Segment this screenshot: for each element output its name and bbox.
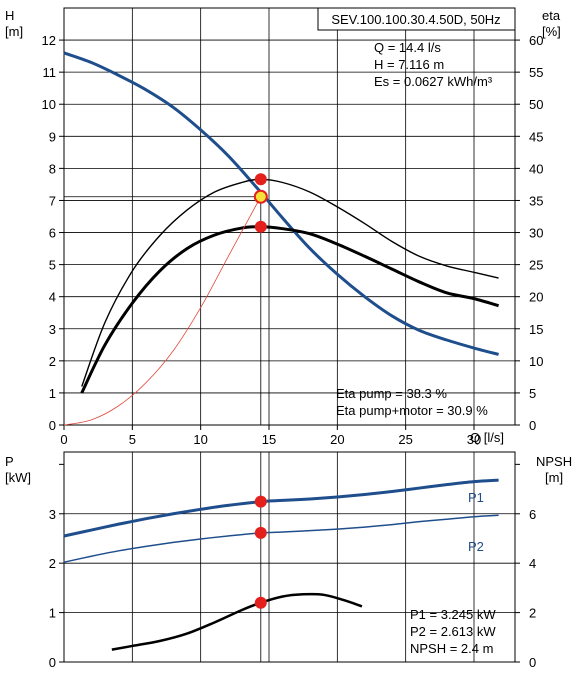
p-axis-label-top: P	[5, 454, 14, 469]
series-label-p1: P1	[468, 490, 484, 505]
y-right-tick-label: 30	[529, 226, 543, 241]
series-line-eta-ref	[63, 196, 262, 426]
annotation-q: Q = 14.4 l/s	[374, 40, 441, 55]
y-left-tick-label: 1	[49, 386, 56, 401]
y-left-label-top: H	[5, 8, 14, 23]
y-left-tick-label: 3	[49, 322, 56, 337]
top-grid	[64, 8, 515, 425]
y-left-tick-label: 11	[43, 65, 57, 80]
npsh-axis-label-bottom: [m]	[545, 470, 563, 485]
annotation-p2: P2 = 2.613 kW	[410, 624, 496, 639]
y-right-tick-label: 35	[529, 193, 543, 208]
bottom-markers	[254, 495, 267, 609]
title-box	[317, 7, 516, 31]
y-left-label-bottom: [m]	[5, 24, 23, 39]
data-point-marker	[254, 526, 267, 539]
series-label-p2: P2	[468, 539, 484, 554]
series-line-eta-pump-motor	[80, 225, 500, 394]
y-right-label-bottom: [%]	[542, 24, 561, 39]
y-right-tick-label: 2	[529, 606, 536, 621]
y-left-tick-label: 6	[49, 226, 56, 241]
chart-title: SEV.100.100.30.4.50D, 50Hz	[331, 12, 500, 27]
y-right-tick-label: 10	[529, 354, 543, 369]
y-left-tick-label: 0	[49, 655, 56, 670]
y-right-tick-label: 20	[529, 290, 543, 305]
series-line-npsh	[111, 592, 363, 651]
y-left-tick-label: 4	[49, 290, 56, 305]
annotation-h: H = 7.116 m	[374, 57, 444, 72]
y-left-tick-label: 9	[49, 129, 56, 144]
x-tick-label: 25	[398, 432, 412, 447]
annotation-npsh: NPSH = 2.4 m	[410, 641, 493, 656]
x-tick-label: 15	[262, 432, 276, 447]
data-point-marker	[254, 596, 267, 609]
y-left-tick-label: 8	[49, 161, 56, 176]
top-markers	[253, 173, 268, 233]
npsh-axis-label-top: NPSH	[536, 454, 572, 469]
bottom-series	[63, 452, 499, 662]
head-efficiency-panel: 0123456789101112051015202530354045505560…	[5, 7, 561, 447]
x-axis-label: Q [l/s]	[470, 430, 504, 445]
y-right-tick-label: 60	[529, 33, 543, 48]
series-line-head	[63, 51, 499, 356]
annotation-eta-pump-motor: Eta pump+motor = 30.9 %	[336, 403, 488, 418]
y-right-label-top: eta	[542, 8, 561, 23]
data-point-marker	[254, 173, 267, 186]
y-right-tick-label: 25	[529, 258, 543, 273]
top-ticks: 0123456789101112051015202530354045505560…	[42, 33, 544, 447]
y-right-tick-label: 6	[529, 507, 536, 522]
y-left-tick-label: 2	[49, 354, 56, 369]
x-tick-label: 20	[330, 432, 344, 447]
x-tick-label: 5	[129, 432, 136, 447]
y-right-tick-label: 4	[529, 556, 536, 571]
bottom-plot-frame	[63, 451, 516, 663]
y-left-tick-label: 12	[42, 33, 56, 48]
y-right-tick-label: 55	[529, 65, 543, 80]
y-right-tick-label: 0	[529, 655, 536, 670]
y-left-tick-label: 2	[49, 556, 56, 571]
y-left-tick-label: 10	[42, 97, 56, 112]
annotation-p1: P1 = 3.245 kW	[410, 607, 496, 622]
top-plot-frame	[63, 7, 516, 426]
power-npsh-panel: 0 1 2 3 0 2 4 6 P1 P2 P1 = 3.245 kW P2 = 2.613 …	[5, 451, 572, 670]
y-right-tick-label: 0	[529, 418, 536, 433]
x-tick-label: 10	[193, 432, 207, 447]
y-right-tick-label: 45	[529, 129, 543, 144]
series-line-eta-pump	[81, 178, 499, 387]
operating-point-marker	[253, 189, 268, 204]
annotation-eta-pump: Eta pump = 38.3 %	[336, 386, 447, 401]
y-left-tick-label: 0	[49, 418, 56, 433]
x-tick-label: 0	[60, 432, 67, 447]
data-point-marker	[254, 220, 267, 233]
y-left-tick-label: 3	[49, 507, 56, 522]
y-right-tick-label: 40	[529, 161, 543, 176]
series-line-P1	[63, 478, 499, 538]
y-left-tick-label: 7	[49, 193, 56, 208]
series-line-P2	[63, 514, 499, 563]
p-axis-label-bottom: [kW]	[5, 470, 31, 485]
y-left-tick-label: 5	[49, 258, 56, 273]
x-tick-label: 30	[467, 432, 481, 447]
y-right-tick-label: 5	[529, 386, 536, 401]
bottom-ticks: 0 1 2 3 0 2 4 6	[49, 463, 536, 670]
y-left-tick-label: 1	[49, 606, 56, 621]
top-series	[63, 51, 500, 426]
y-right-tick-label: 50	[529, 97, 543, 112]
y-right-tick-label: 15	[529, 322, 543, 337]
annotation-es: Es = 0.0627 kWh/m³	[374, 74, 493, 89]
data-point-marker	[254, 495, 267, 508]
